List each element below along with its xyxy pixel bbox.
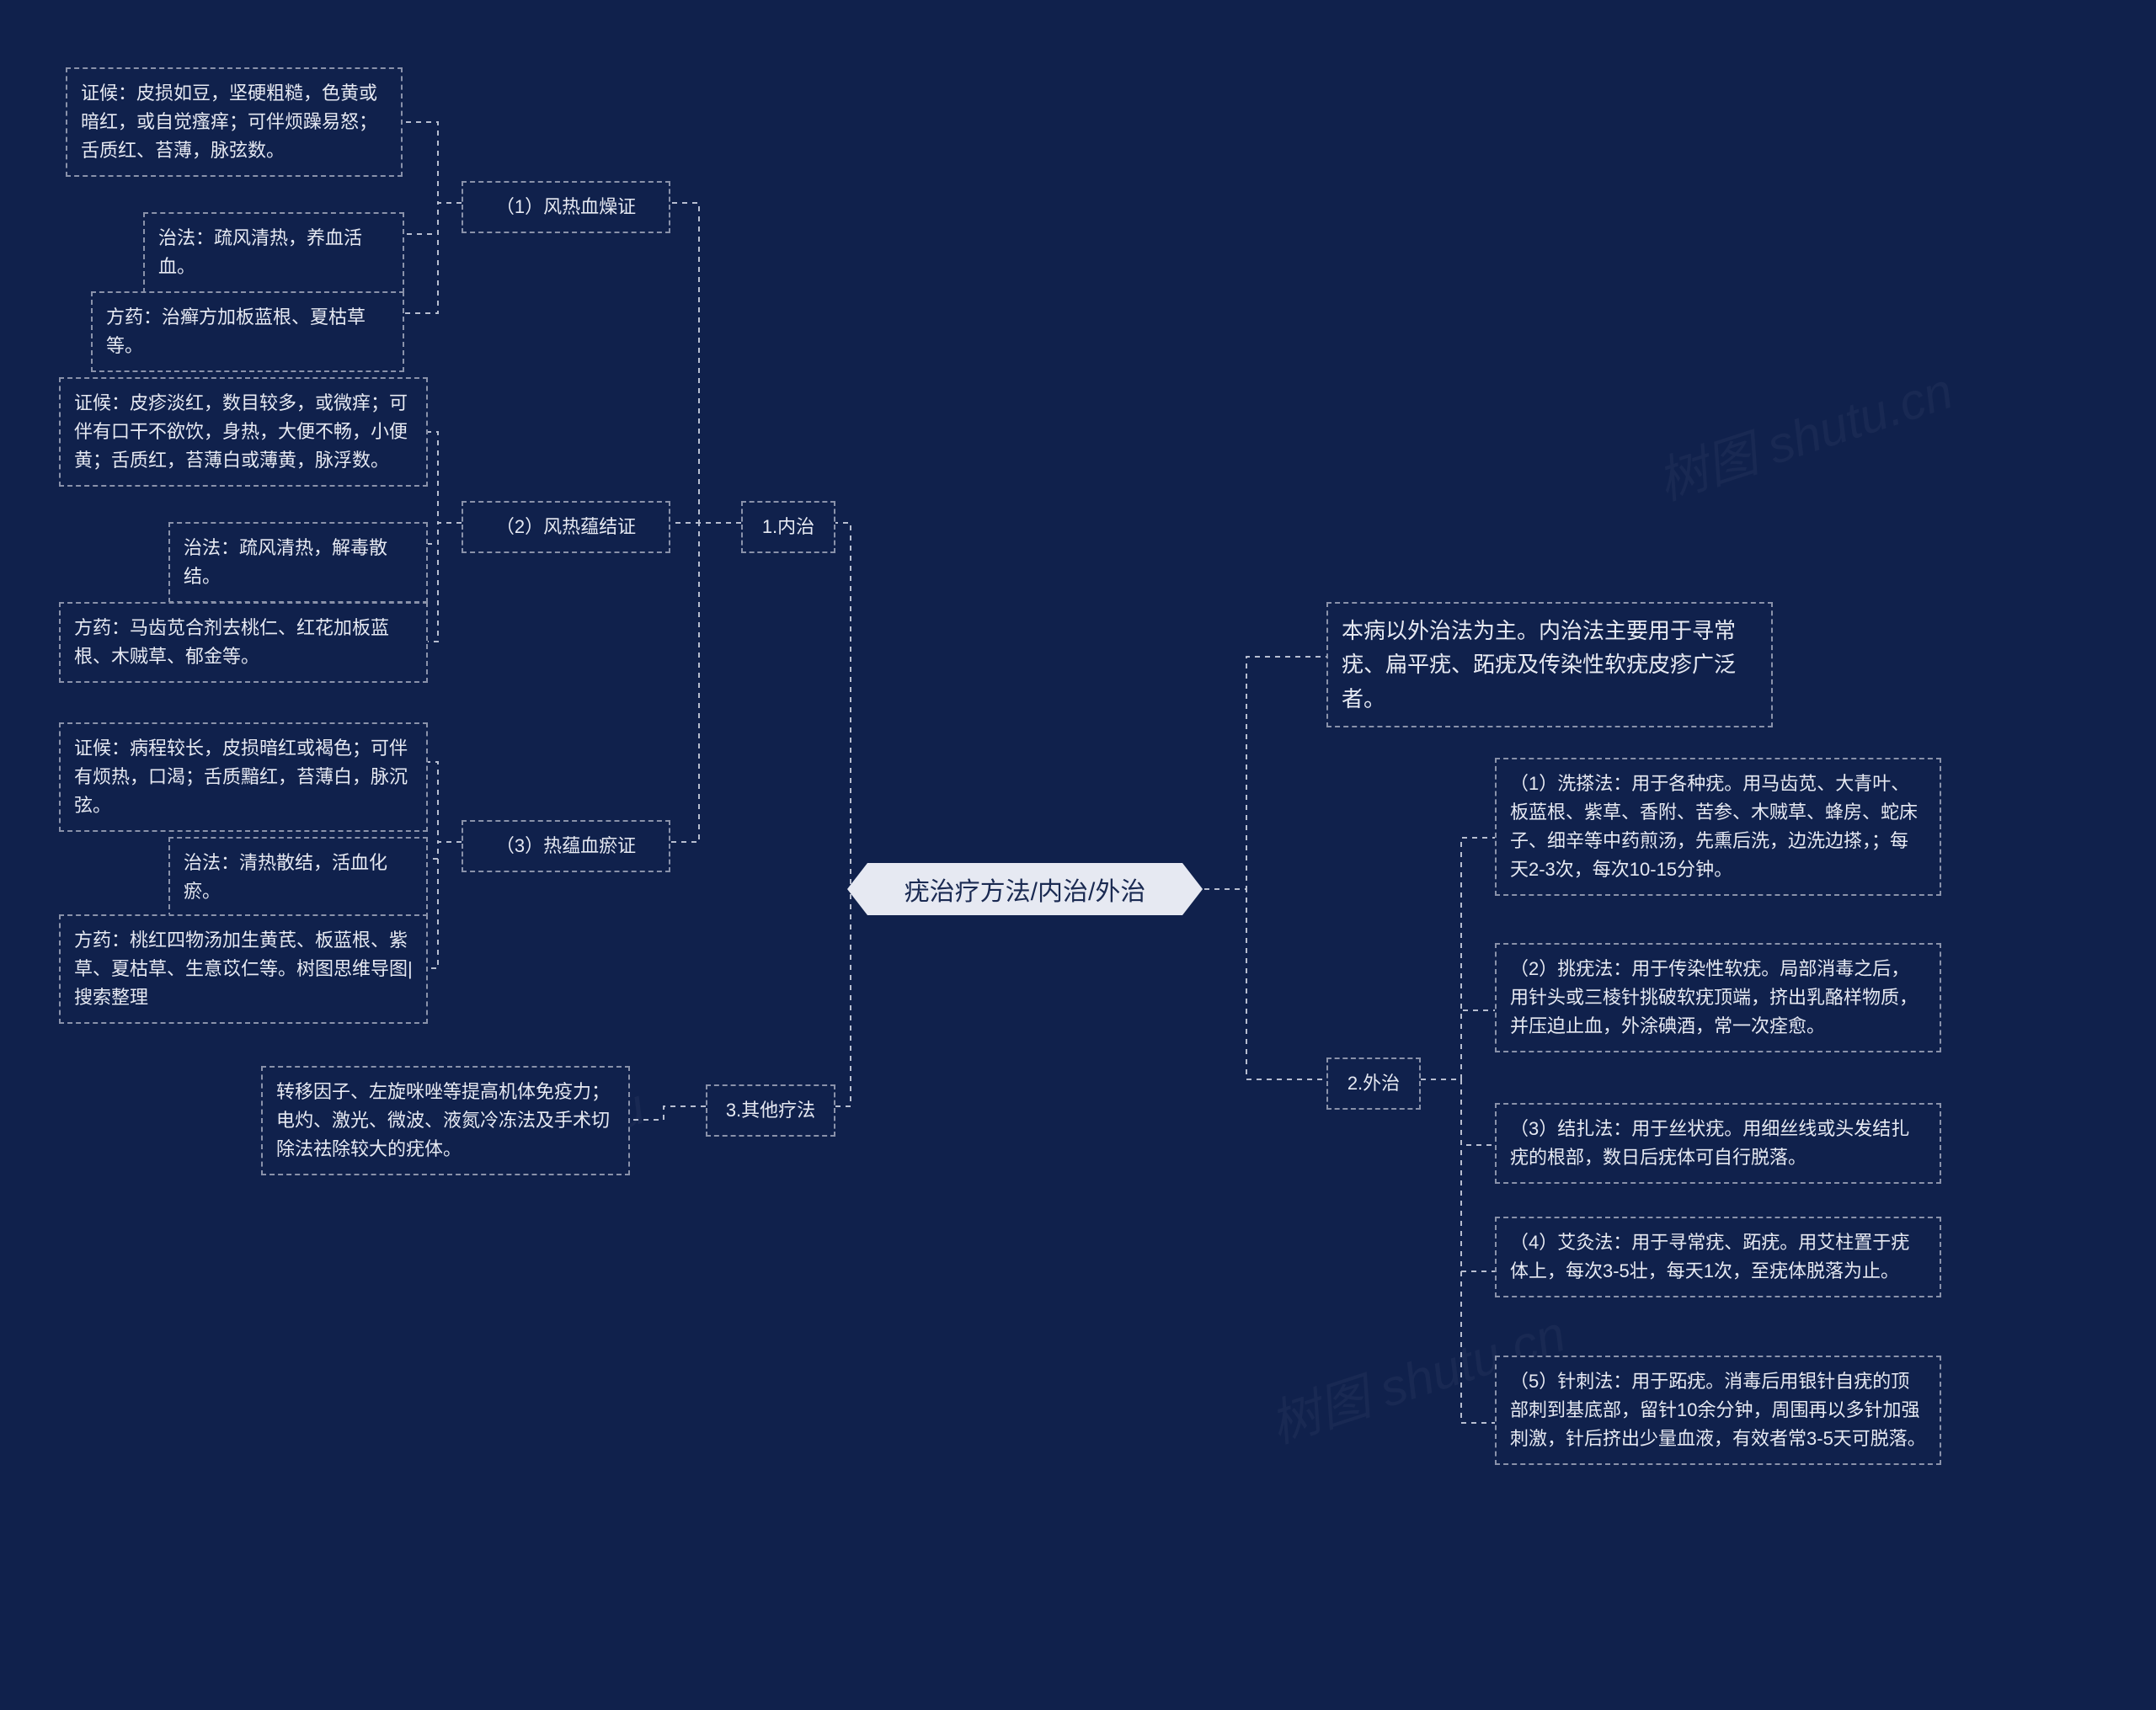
node-n2b: 治法：疏风清热，解毒散结。 [168,522,428,603]
node-n1a: 证候：皮损如豆，坚硬粗糙，色黄或暗红，或自觉瘙痒；可伴烦躁易怒；舌质红、苔薄，脉… [66,67,403,177]
node-wz5: （5）针刺法：用于跖疣。消毒后用银针自疣的顶部刺到基底部，留针10余分钟，周围再… [1495,1356,1941,1465]
watermark: 树图 shutu.cn [1646,350,1961,514]
node-n2c: 方药：马齿苋合剂去桃仁、红花加板蓝根、木贼草、郁金等。 [59,602,428,683]
node-n1: （1）风热血燥证 [462,181,670,233]
node-n3c: 方药：桃红四物汤加生黄芪、板蓝根、紫草、夏枯草、生意苡仁等。树图思维导图|搜索整… [59,914,428,1024]
node-n3: （3）热蕴血瘀证 [462,820,670,872]
node-wz3: （3）结扎法：用于丝状疣。用细丝线或头发结扎疣的根部，数日后疣体可自行脱落。 [1495,1103,1941,1184]
node-n2: （2）风热蕴结证 [462,501,670,553]
node-intro: 本病以外治法为主。内治法主要用于寻常疣、扁平疣、跖疣及传染性软疣皮疹广泛者。 [1326,602,1773,727]
node-n1c: 方药：治癣方加板蓝根、夏枯草等。 [91,291,404,372]
node-wz1: （1）洗搽法：用于各种疣。用马齿苋、大青叶、板蓝根、紫草、香附、苦参、木贼草、蜂… [1495,758,1941,896]
node-n2a: 证候：皮疹淡红，数目较多，或微痒；可伴有口干不欲饮，身热，大便不畅，小便黄；舌质… [59,377,428,487]
root-label: 疣治疗方法/内治/外治 [847,863,1203,915]
node-n3a: 证候：病程较长，皮损暗红或褐色；可伴有烦热，口渴；舌质黯红，苔薄白，脉沉弦。 [59,722,428,832]
root-node: 疣治疗方法/内治/外治 [847,863,1203,915]
node-n1b: 治法：疏风清热，养血活血。 [143,212,404,293]
node-wz4: （4）艾灸法：用于寻常疣、跖疣。用艾柱置于疣体上，每次3-5壮，每天1次，至疣体… [1495,1217,1941,1297]
node-qita: 3.其他疗法 [706,1084,835,1137]
node-neizhi: 1.内治 [741,501,835,553]
node-waizhi: 2.外治 [1326,1057,1421,1110]
node-q1: 转移因子、左旋咪唑等提高机体免疫力；电灼、激光、微波、液氮冷冻法及手术切除法祛除… [261,1066,630,1175]
node-n3b: 治法：清热散结，活血化瘀。 [168,837,428,918]
node-wz2: （2）挑疣法：用于传染性软疣。局部消毒之后，用针头或三棱针挑破软疣顶端，挤出乳酪… [1495,943,1941,1052]
